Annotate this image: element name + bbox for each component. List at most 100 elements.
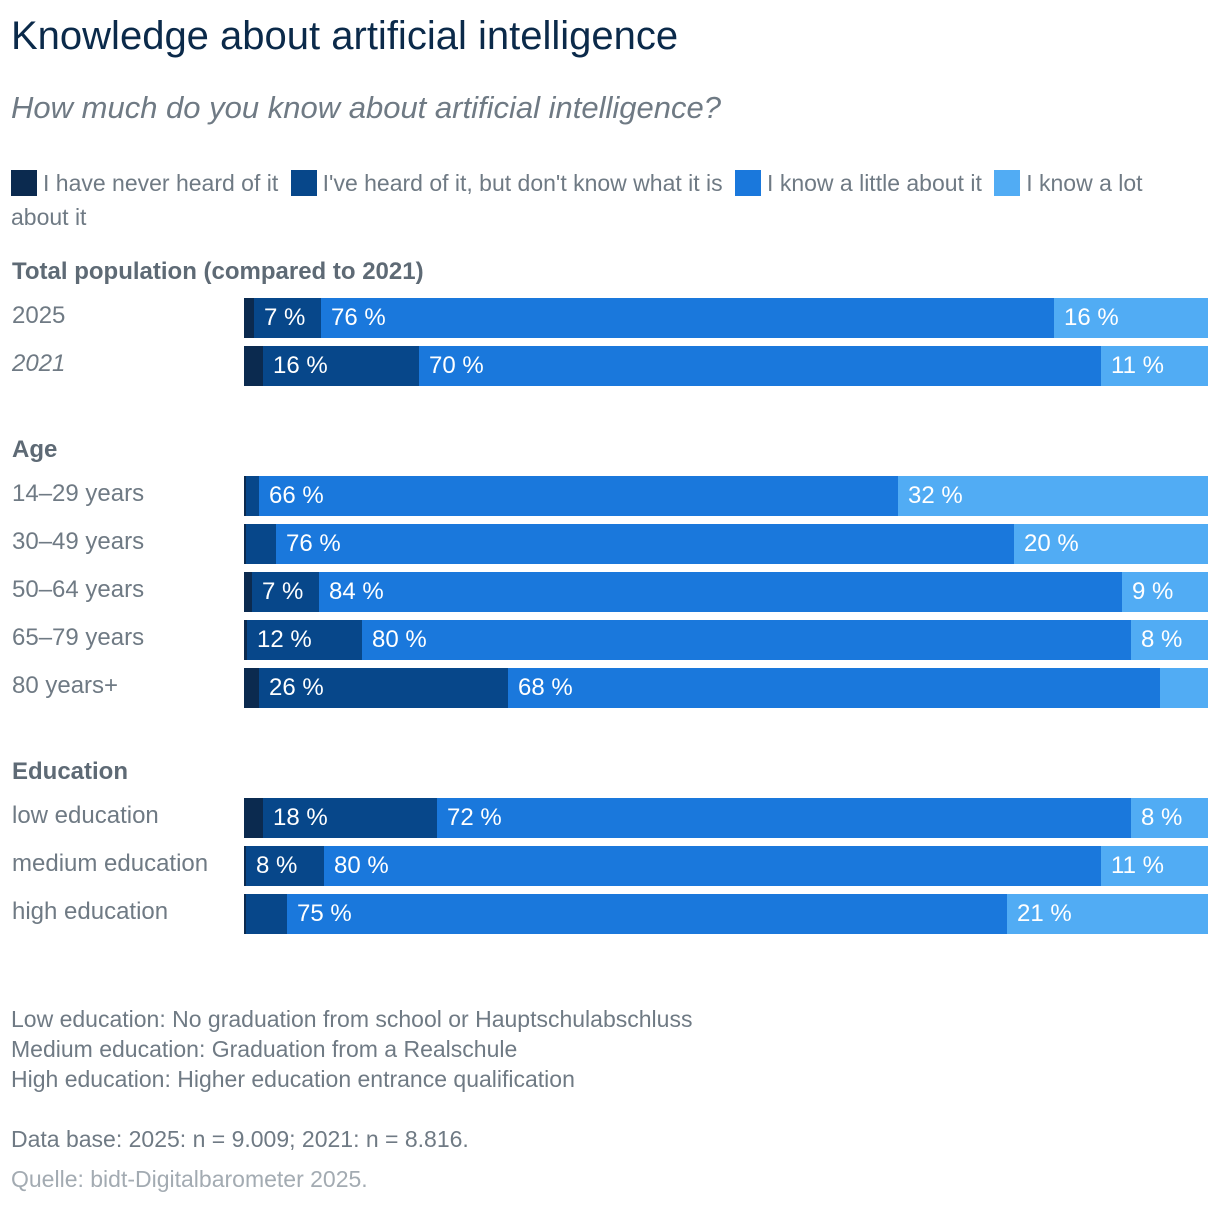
stacked-bar: 18 % 72 % 8 % <box>244 798 1208 838</box>
bar-segment <box>1007 894 1208 934</box>
bar-segment <box>1160 668 1208 708</box>
data-base-note: Data base: 2025: n = 9.009; 2021: n = 8.… <box>11 1126 469 1152</box>
row-label: 80 years+ <box>12 672 119 699</box>
data-label: 9 % <box>1132 578 1174 605</box>
footnote-high-education: High education: Higher education entranc… <box>11 1066 575 1092</box>
bar-segment <box>1054 298 1208 338</box>
bar-segment <box>1014 524 1208 564</box>
bar-segment <box>252 572 319 612</box>
stacked-bar: 26 % 68 % <box>244 668 1208 708</box>
bar-segment <box>1101 346 1208 386</box>
bar-segment <box>263 346 419 386</box>
bar-segment <box>244 668 259 708</box>
bar-segment <box>263 798 437 838</box>
data-label: 16 % <box>1064 304 1119 331</box>
bar-segment <box>276 524 1014 564</box>
bar-segment <box>244 298 254 338</box>
legend-label: I know a little about it <box>767 170 982 196</box>
legend-item-heard-not-know: I've heard of it, but don't know what it… <box>290 170 723 196</box>
legend-swatch <box>11 170 37 196</box>
bar-segment <box>244 476 246 516</box>
bar-segment <box>246 846 324 886</box>
data-label: 8 % <box>1141 626 1183 653</box>
data-label: 70 % <box>429 352 484 379</box>
legend-swatch <box>735 170 762 196</box>
bar-segment <box>259 476 898 516</box>
bar-segment <box>244 524 246 564</box>
bar-segment <box>246 524 276 564</box>
data-label: 8 % <box>256 852 298 879</box>
data-label: 7 % <box>264 304 306 331</box>
data-label: 21 % <box>1017 900 1072 927</box>
data-label: 72 % <box>447 804 502 831</box>
bar-segment <box>247 620 362 660</box>
bar-segment <box>246 476 259 516</box>
chart-title: Knowledge about artificial intelligence <box>11 14 679 58</box>
row-label: 50–64 years <box>12 576 145 603</box>
data-label: 12 % <box>257 626 312 653</box>
bar-segment <box>244 798 263 838</box>
footnote-medium-education: Medium education: Graduation from a Real… <box>11 1036 518 1062</box>
bar-segment <box>254 298 321 338</box>
data-label: 7 % <box>262 578 304 605</box>
data-label: 18 % <box>273 804 328 831</box>
data-label: 80 % <box>372 626 427 653</box>
group-title: Age <box>12 436 58 463</box>
chart-subtitle: How much do you know about artificial in… <box>11 90 721 125</box>
legend-item-never-heard: I have never heard of it <box>11 170 278 196</box>
legend-swatch <box>290 170 317 196</box>
bar-segment <box>244 846 246 886</box>
row-label: 30–49 years <box>12 528 145 555</box>
source-note: Quelle: bidt-Digitalbarometer 2025. <box>11 1166 368 1192</box>
row-label: 2025 <box>12 302 66 329</box>
legend: I have never heard of it I've heard of i… <box>11 166 1201 234</box>
bar-segment <box>437 798 1131 838</box>
data-label: 68 % <box>518 674 573 701</box>
row-label: 65–79 years <box>12 624 145 651</box>
row-label: high education <box>12 898 169 925</box>
legend-label: I have never heard of it <box>43 170 279 196</box>
stacked-bar: 7 % 84 % 9 % <box>244 572 1208 612</box>
row-label: low education <box>12 802 159 829</box>
bar-segment <box>246 894 287 934</box>
bar-segment <box>244 894 246 934</box>
stacked-bar: 8 % 80 % 11 % <box>244 846 1208 886</box>
legend-item-know-little: I know a little about it <box>735 170 982 196</box>
bar-segment <box>244 620 247 660</box>
stacked-bar: 7 % 76 % 16 % <box>244 298 1208 338</box>
stacked-bar: 76 % 20 % <box>244 524 1208 564</box>
bar-segment <box>321 298 1054 338</box>
data-label: 75 % <box>297 900 352 927</box>
legend-swatch <box>994 170 1021 196</box>
data-label: 11 % <box>1111 852 1164 879</box>
legend-label: I've heard of it, but don't know what it… <box>322 170 723 196</box>
stacked-bar: 16 % 70 % 11 % <box>244 346 1208 386</box>
data-label: 66 % <box>269 482 324 509</box>
bar-segment <box>319 572 1122 612</box>
stacked-bar: 12 % 80 % 8 % <box>244 620 1208 660</box>
bar-segment <box>1131 620 1208 660</box>
bar-segment <box>324 846 1101 886</box>
data-label: 80 % <box>334 852 389 879</box>
bar-segment <box>287 894 1007 934</box>
stacked-bar: 66 % 32 % <box>244 476 1208 516</box>
data-label: 76 % <box>286 530 341 557</box>
bar-segment <box>898 476 1208 516</box>
bar-segment <box>1131 798 1208 838</box>
bar-segment <box>1101 846 1208 886</box>
bar-segment <box>244 572 252 612</box>
data-label: 84 % <box>329 578 384 605</box>
legend-item-know-lot: I know a lot about it <box>11 170 1143 230</box>
bar-segment <box>419 346 1101 386</box>
group-title: Education <box>12 758 129 785</box>
stacked-bar: 75 % 21 % <box>244 894 1208 934</box>
bar-segment <box>362 620 1131 660</box>
row-label: 14–29 years <box>12 480 145 507</box>
bar-segment <box>244 346 263 386</box>
group-title: Total population (compared to 2021) <box>12 258 424 285</box>
data-label: 8 % <box>1141 804 1183 831</box>
data-label: 32 % <box>908 482 963 509</box>
bar-segment <box>259 668 508 708</box>
row-label: medium education <box>12 850 209 877</box>
data-label: 76 % <box>331 304 386 331</box>
